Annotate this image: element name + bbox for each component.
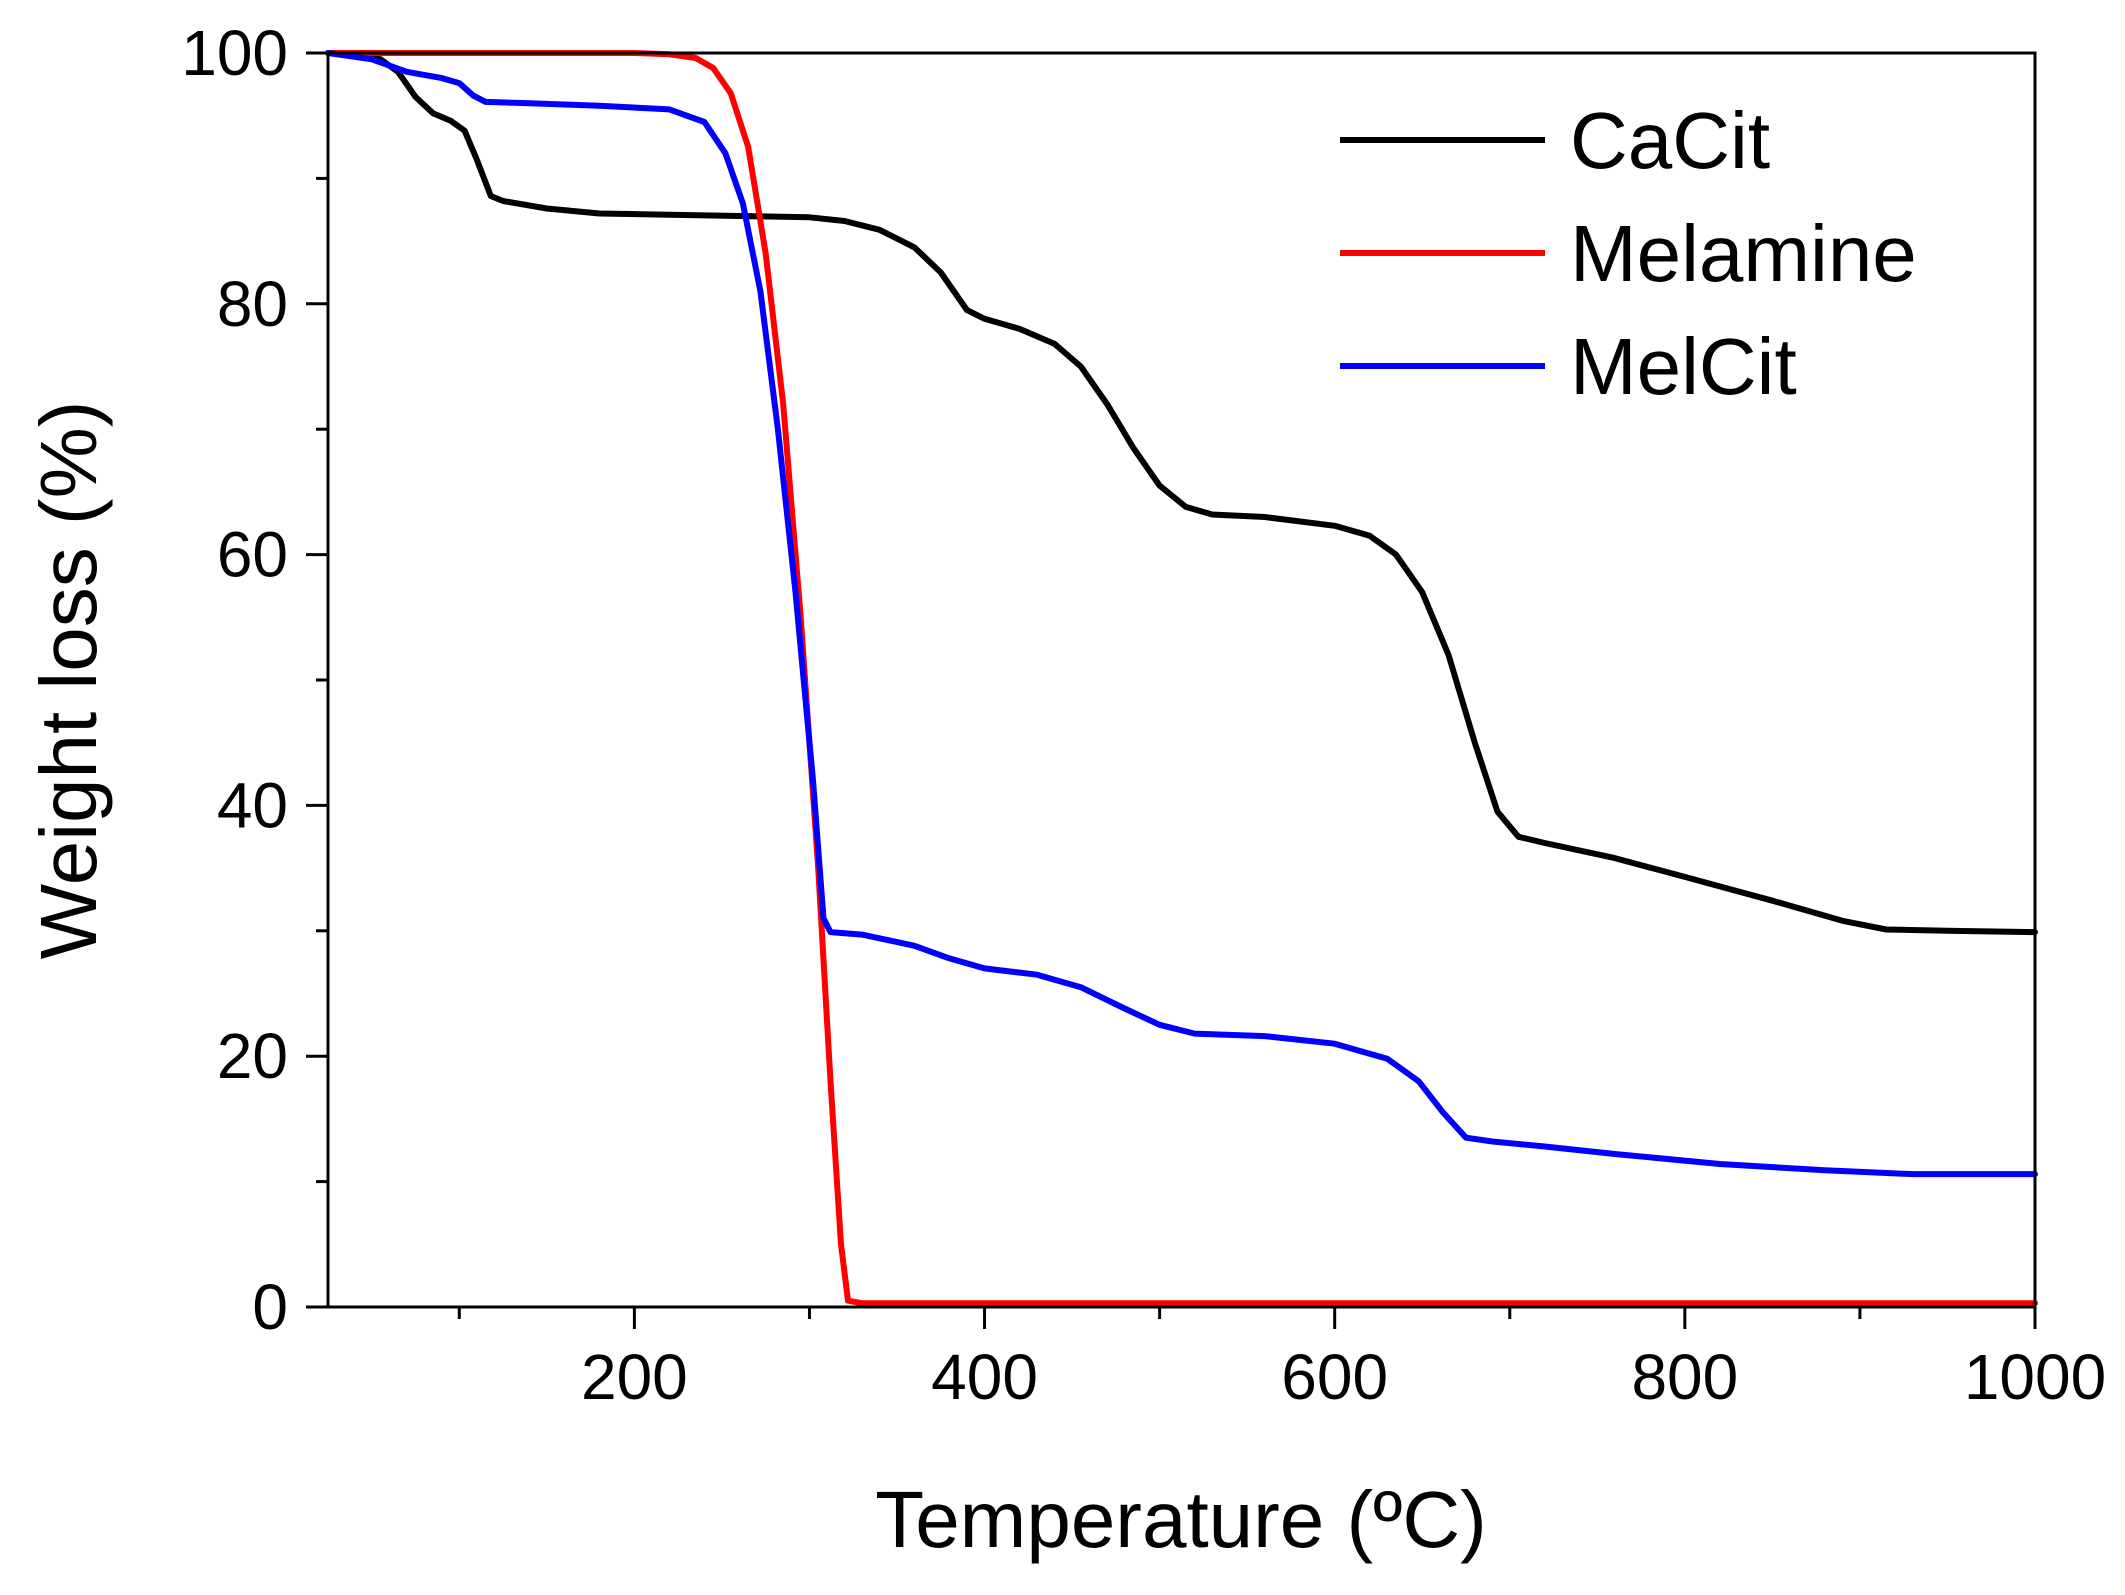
series-line-melamine xyxy=(325,50,2038,1307)
x-axis-title: Temperature (ºC) xyxy=(875,1475,1487,1564)
series-layer xyxy=(325,50,2038,1307)
y-tick-label: 20 xyxy=(217,1020,288,1092)
series-line-cacit xyxy=(325,50,2038,936)
legend-item-melcit: MelCit xyxy=(1340,322,1797,411)
labels-layer: 200 400 600 800 1000 0 20 40 60 80 100 xyxy=(181,17,2106,1413)
y-tick-label: 100 xyxy=(181,17,288,89)
x-tick-label: 800 xyxy=(1631,1341,1738,1413)
x-tick-label: 600 xyxy=(1281,1341,1388,1413)
legend-label: MelCit xyxy=(1570,322,1797,411)
y-tick-label: 60 xyxy=(217,519,288,591)
y-tick-label: 40 xyxy=(217,769,288,841)
x-tick-label: 1000 xyxy=(1964,1341,2106,1413)
x-tick-label: 200 xyxy=(581,1341,688,1413)
legend-item-cacit: CaCit xyxy=(1340,96,1770,185)
legend-item-melamine: Melamine xyxy=(1340,209,1917,298)
y-axis-title: Weight loss (%) xyxy=(24,401,113,960)
legend-label: CaCit xyxy=(1570,96,1770,185)
legend-label: Melamine xyxy=(1570,209,1917,298)
legend: CaCit Melamine MelCit xyxy=(1340,96,1917,411)
y-tick-label: 80 xyxy=(217,268,288,340)
series-line-melcit xyxy=(325,50,2038,1178)
x-tick-label: 400 xyxy=(931,1341,1038,1413)
y-tick-label: 0 xyxy=(252,1271,288,1343)
ticks-layer xyxy=(306,51,2037,1329)
